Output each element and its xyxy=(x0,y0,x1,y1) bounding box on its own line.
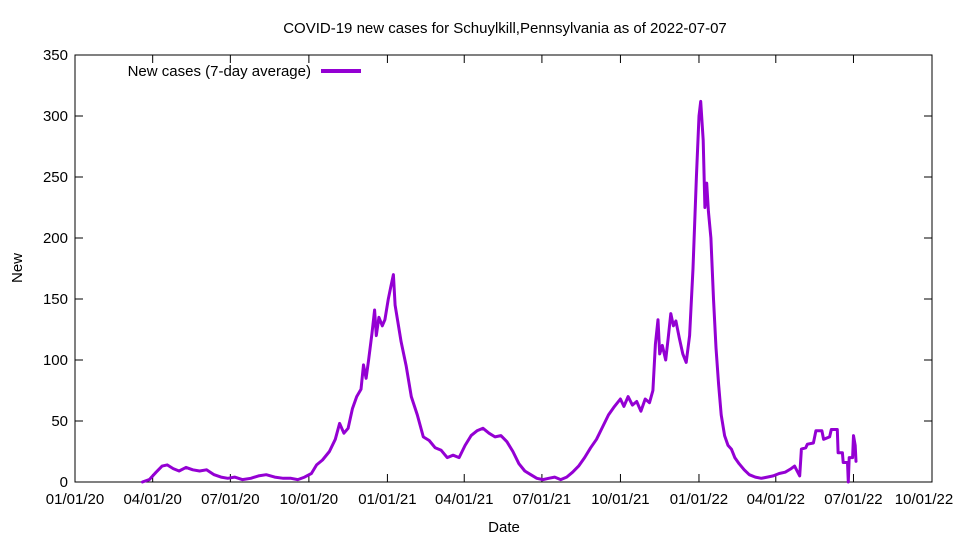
x-tick-label: 01/01/21 xyxy=(358,491,416,508)
y-tick-label: 50 xyxy=(51,413,68,430)
x-tick-label: 04/01/21 xyxy=(435,491,493,508)
x-tick-label: 04/01/20 xyxy=(123,491,181,508)
y-tick-label: 200 xyxy=(43,230,68,247)
x-tick-label: 01/01/20 xyxy=(46,491,104,508)
y-tick-label: 150 xyxy=(43,291,68,308)
x-tick-label: 07/01/21 xyxy=(513,491,571,508)
legend-label: New cases (7-day average) xyxy=(128,63,311,80)
x-axis-label: Date xyxy=(488,519,520,536)
plot-frame xyxy=(74,54,933,483)
x-axis: 01/01/20 04/01/20 07/01/20 10/01/20 01/01/21… xyxy=(46,55,953,508)
y-axis: 0 50 100 150 200 250 300 350 xyxy=(43,47,932,491)
x-tick-label: 10/01/20 xyxy=(280,491,338,508)
y-tick-label: 350 xyxy=(43,47,68,64)
x-tick-label: 10/01/22 xyxy=(895,491,953,508)
y-tick-label: 250 xyxy=(43,169,68,186)
chart-title: COVID-19 new cases for Schuylkill,Pennsy… xyxy=(283,20,727,37)
x-tick-label: 01/01/22 xyxy=(670,491,728,508)
series-line-new-cases xyxy=(140,99,858,484)
x-tick-label: 07/01/22 xyxy=(824,491,882,508)
x-tick-label: 04/01/22 xyxy=(747,491,805,508)
y-tick-label: 300 xyxy=(43,108,68,125)
x-tick-label: 07/01/20 xyxy=(201,491,259,508)
y-tick-label: 100 xyxy=(43,352,68,369)
y-tick-label: 0 xyxy=(60,474,68,491)
x-tick-label: 10/01/21 xyxy=(591,491,649,508)
y-axis-label: New xyxy=(9,253,26,283)
